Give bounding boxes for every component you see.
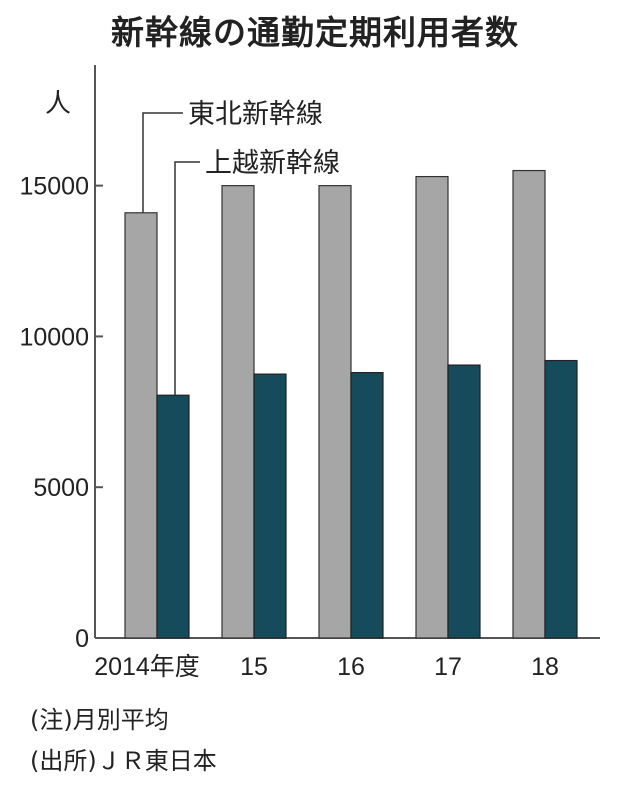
bar-tohoku xyxy=(415,175,449,639)
legend-label-joetsu: 上越新幹線 xyxy=(205,148,340,179)
x-tick-label: 18 xyxy=(531,653,559,681)
bar-joetsu xyxy=(544,359,578,639)
bar-joetsu xyxy=(447,364,481,639)
legend-leader-tohoku xyxy=(142,112,183,213)
bar-tohoku xyxy=(124,212,158,639)
bar-tohoku xyxy=(318,185,352,639)
x-tick-label: 17 xyxy=(434,653,462,681)
y-tick-label: 10000 xyxy=(19,323,89,351)
bar-tohoku xyxy=(512,169,546,639)
bar-tohoku xyxy=(221,185,255,639)
y-tick-label: 0 xyxy=(75,625,89,653)
y-tick-label: 5000 xyxy=(33,474,89,502)
legend-leader-joetsu xyxy=(174,161,200,396)
x-tick-label: 16 xyxy=(337,653,365,681)
bar-joetsu xyxy=(253,373,287,639)
chart-title: 新幹線の通勤定期利用者数 xyxy=(111,13,519,52)
y-tick-label: 15000 xyxy=(19,173,89,201)
bar-joetsu xyxy=(156,394,190,639)
x-tick-label: 2014年度 xyxy=(94,653,200,681)
note-source: (出所)ＪＲ東日本 xyxy=(30,747,217,775)
bars xyxy=(124,169,578,639)
y-axis-unit-label: 人 xyxy=(45,89,71,119)
legend-label-tohoku: 東北新幹線 xyxy=(188,99,323,130)
note-monthly-average: (注)月別平均 xyxy=(30,706,169,734)
tick-labels: 人 0 5000 10000 15000 2014年度 15 16 17 18 xyxy=(19,89,558,681)
bar-joetsu xyxy=(350,372,384,639)
x-tick-label: 15 xyxy=(240,653,268,681)
